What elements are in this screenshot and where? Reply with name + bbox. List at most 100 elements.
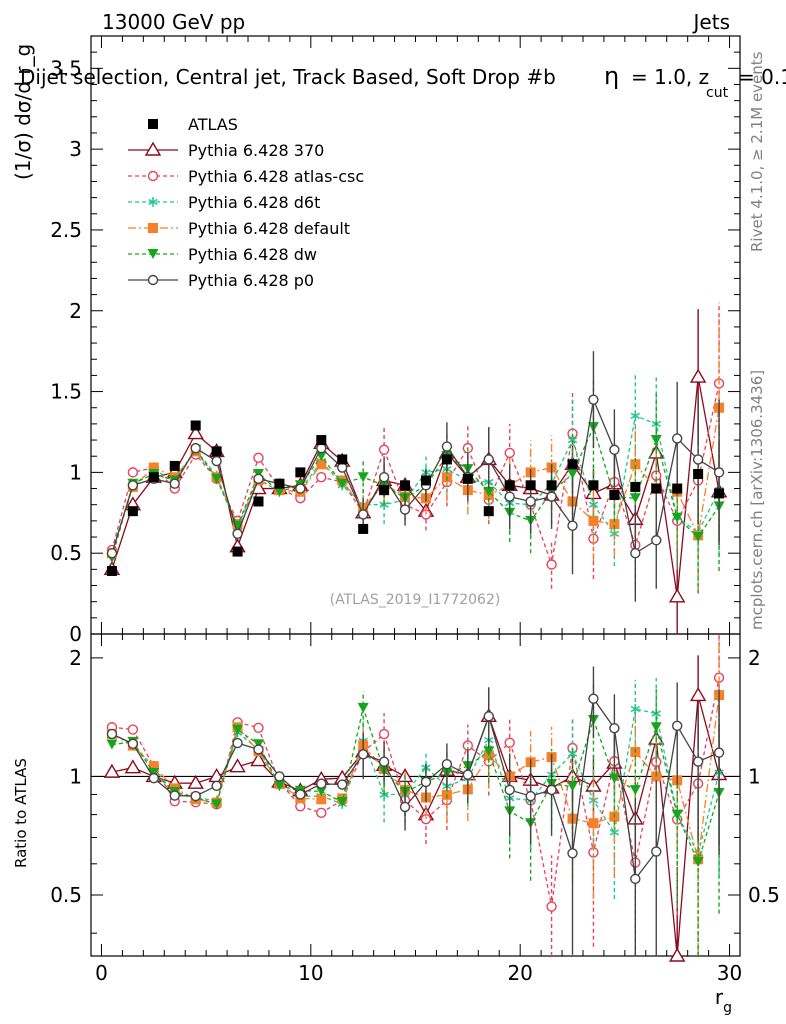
legend-entry: Pythia 6.428 p0: [128, 271, 314, 290]
atlas-data-point: [588, 480, 599, 491]
ratio-series-point: [713, 747, 725, 758]
ratio-tick-label-right: 2: [748, 646, 761, 670]
legend-entry: Pythia 6.428 370: [128, 141, 324, 160]
legend-label: Pythia 6.428 default: [188, 219, 350, 238]
ratio-tick-label-right: 0.5: [748, 883, 780, 907]
atlas-data-point: [525, 480, 536, 491]
series-point: [689, 368, 707, 383]
energy-label: 13000 GeV pp: [102, 10, 245, 34]
atlas-data-point: [127, 506, 138, 517]
y-tick-label: 2.5: [50, 218, 82, 242]
star-stroke: [630, 705, 640, 713]
rivet-label: Rivet 4.1.0, ≥ 2.1M events: [748, 51, 766, 252]
ratio-series-point: [609, 723, 620, 734]
legend-label: Pythia 6.428 p0: [188, 271, 314, 290]
ratio-series-line: [111, 695, 720, 860]
atlas-data-point: [316, 435, 327, 446]
series-point: [316, 472, 327, 483]
atlas-data-point: [190, 420, 201, 431]
y-tick-label: 1.5: [50, 380, 82, 404]
series-point: [630, 547, 641, 559]
series-point: [588, 394, 599, 405]
ratio-series-point: [127, 724, 139, 735]
atlas-data-point: [148, 472, 159, 483]
eta-symbol: η: [604, 62, 619, 90]
atlas-data-point: [400, 480, 411, 491]
ratio-series-pythia-6-428-dw: [106, 683, 725, 956]
ratio-series-point: [273, 780, 285, 791]
x-tick-label: 20: [507, 961, 532, 985]
legend-entry: Pythia 6.428 atlas-csc: [128, 167, 364, 186]
atlas-data-point: [337, 454, 348, 465]
legend-label: Pythia 6.428 dw: [188, 245, 317, 264]
atlas-data-point: [462, 473, 473, 484]
ratio-tick-label: 1: [69, 764, 82, 788]
series-point: [211, 473, 223, 484]
atlas-data-point: [420, 475, 431, 486]
ratio-series-point: [252, 739, 264, 750]
ratio-series-point: [588, 818, 599, 829]
series-point: [399, 504, 411, 515]
atlas-data-point: [295, 467, 306, 478]
y-tick-label: 1: [69, 460, 82, 484]
ratio-series-point: [357, 749, 369, 760]
series-point: [187, 425, 204, 440]
ratio-axis-label: Ratio to ATLAS: [12, 758, 30, 868]
ratio-series-point: [483, 746, 495, 757]
legend-entry: Pythia 6.428 d6t: [128, 193, 320, 212]
ratio-series-point: [316, 778, 327, 789]
ratio-series-point: [316, 794, 327, 805]
legend-entry: Pythia 6.428 default: [128, 219, 350, 238]
atlas-data-point: [106, 565, 117, 576]
star-stroke: [567, 436, 578, 444]
ratio-series-point: [211, 780, 222, 791]
legend-marker: [148, 119, 158, 129]
ratio-series-point: [106, 728, 118, 740]
x-tick-label: 10: [298, 961, 323, 985]
series-point: [567, 468, 579, 479]
atlas-data-point: [274, 478, 285, 489]
ratio-series-point: [692, 756, 704, 767]
atlas-data-point: [253, 496, 264, 507]
ratio-tick-label: 0.5: [50, 883, 82, 907]
ratio-series-point: [651, 846, 662, 857]
legend-marker: [148, 197, 158, 207]
ratio-series-point: [229, 758, 246, 773]
ratio-series-line: [111, 705, 720, 864]
ratio-series-point: [567, 848, 578, 859]
legend-entry: Pythia 6.428 dw: [128, 245, 317, 264]
series-point: [546, 559, 557, 570]
ratio-series-layer: [103, 634, 728, 962]
series-point: [650, 435, 662, 446]
ratio-series-point: [211, 799, 223, 810]
category-label: Jets: [692, 10, 730, 34]
series-point: [692, 454, 704, 465]
ratio-series-point: [692, 857, 704, 868]
series-point: [127, 480, 139, 491]
ratio-series-point: [378, 728, 390, 740]
ratio-series-point: [668, 947, 686, 962]
ratio-series-point: [650, 722, 662, 733]
ratio-series-point: [378, 756, 390, 767]
series-point: [336, 478, 348, 489]
ratio-series-pythia-6-428-370: [103, 655, 728, 962]
series-point: [316, 459, 327, 470]
ratio-series-point: [504, 784, 515, 796]
series-layer: [103, 302, 728, 634]
series-point: [357, 472, 369, 483]
ratio-series-point: [148, 761, 159, 772]
star-stroke: [148, 198, 158, 206]
ratio-series-point: [629, 785, 641, 796]
series-point: [504, 447, 515, 459]
series-line: [111, 383, 720, 565]
ratio-series-point: [232, 724, 244, 735]
atlas-data-point: [211, 446, 222, 457]
y-axis-label: (1/σ) dσ/d r_g: [11, 44, 35, 180]
ratio-series-point: [546, 901, 557, 912]
series-line: [111, 397, 720, 555]
ratio-series-point: [106, 739, 118, 750]
series-point: [441, 441, 453, 452]
legend-marker: [147, 170, 159, 182]
atlas-data-point: [379, 485, 390, 496]
legend-marker: [147, 274, 159, 286]
